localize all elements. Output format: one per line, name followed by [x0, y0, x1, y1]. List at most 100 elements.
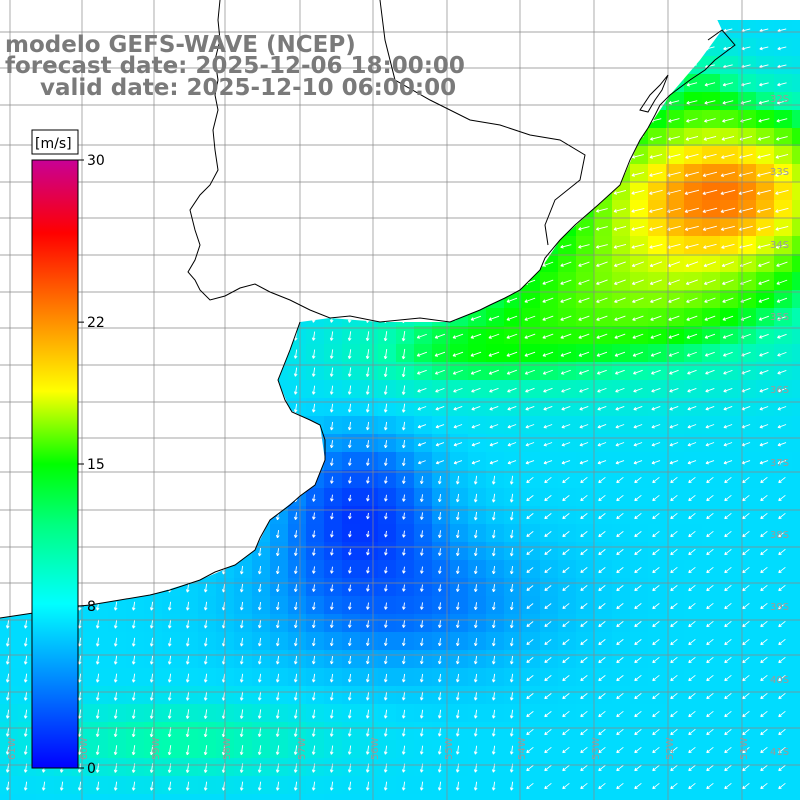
- wind-cell: [288, 704, 307, 723]
- wind-cell: [126, 650, 145, 669]
- wind-arrow: [311, 385, 316, 395]
- wind-arrow: [311, 331, 316, 341]
- wind-arrow: [775, 244, 789, 249]
- wind-arrow: [724, 602, 732, 610]
- wind-cell: [450, 506, 469, 525]
- wind-arrow: [453, 406, 463, 411]
- wind-arrow: [544, 585, 552, 591]
- wind-arrow: [543, 442, 553, 447]
- wind-arrow: [509, 493, 514, 503]
- wind-arrow: [561, 460, 571, 465]
- wind-arrow: [760, 476, 768, 484]
- wind-arrow: [724, 638, 732, 646]
- wind-cell: [792, 290, 800, 309]
- wind-arrow: [434, 351, 446, 357]
- wind-arrow: [580, 728, 588, 736]
- wind-arrow: [455, 530, 460, 539]
- wind-cell: [108, 722, 127, 741]
- wind-arrow: [596, 261, 608, 267]
- wind-cell: [378, 524, 397, 543]
- wind-arrow: [544, 782, 552, 790]
- wind-arrow: [669, 369, 679, 375]
- wind-arrow: [668, 100, 680, 105]
- wind-cell: [342, 434, 361, 453]
- wind-cell: [396, 326, 415, 345]
- wind-arrow: [722, 82, 734, 87]
- wind-cell: [324, 470, 343, 489]
- wind-cell: [468, 776, 487, 795]
- wind-arrow: [758, 333, 769, 339]
- wind-arrow: [383, 331, 388, 342]
- wind-arrow: [347, 745, 352, 755]
- wind-arrow: [578, 369, 589, 375]
- wind-cell: [450, 776, 469, 795]
- wind-arrow: [724, 620, 732, 628]
- wind-cell: [468, 560, 487, 579]
- wind-cell: [450, 650, 469, 669]
- wind-arrow: [509, 637, 514, 647]
- wind-cell: [504, 524, 523, 543]
- wind-cell: [0, 758, 19, 777]
- wind-arrow: [293, 709, 298, 719]
- wind-arrow: [348, 584, 352, 592]
- wind-arrow: [775, 171, 789, 177]
- wind-arrow: [670, 494, 678, 502]
- wind-arrow: [759, 388, 769, 393]
- wind-arrow: [311, 403, 316, 413]
- wind-arrow: [544, 710, 552, 718]
- wind-arrow: [778, 746, 786, 754]
- wind-arrow: [579, 460, 589, 465]
- wind-cell: [0, 722, 19, 741]
- wind-cell: [360, 776, 379, 795]
- wind-arrow: [631, 207, 645, 213]
- wind-arrow: [203, 745, 208, 756]
- wind-cell: [612, 794, 631, 800]
- wind-cell: [342, 542, 361, 561]
- wind-arrow: [131, 691, 136, 701]
- wind-arrow: [185, 601, 190, 611]
- wind-arrow: [329, 440, 334, 449]
- wind-cell: [414, 542, 433, 561]
- wind-arrow: [257, 565, 262, 575]
- wind-arrow: [634, 638, 642, 646]
- wind-cell: [396, 686, 415, 705]
- wind-arrow: [149, 637, 154, 647]
- wind-cell: [504, 740, 523, 759]
- wind-cell: [792, 776, 800, 795]
- wind-arrow: [670, 512, 678, 520]
- wind-arrow: [419, 494, 424, 502]
- wind-arrow: [542, 369, 553, 375]
- wind-cell: [306, 650, 325, 669]
- wind-arrow: [724, 692, 732, 700]
- wind-arrow: [652, 692, 660, 700]
- wind-cell: [792, 182, 800, 201]
- wind-cell: [792, 668, 800, 687]
- wind-arrow: [526, 476, 534, 484]
- wind-arrow: [366, 458, 370, 466]
- wind-arrow: [23, 673, 28, 683]
- wind-arrow: [649, 261, 663, 268]
- wind-cell: [378, 344, 397, 363]
- wind-cell: [414, 488, 433, 507]
- wind-arrow: [544, 567, 552, 574]
- wind-arrow: [777, 370, 787, 375]
- wind-cell: [432, 506, 451, 525]
- wind-cell: [306, 668, 325, 687]
- wind-cell: [306, 326, 325, 345]
- wind-arrow: [757, 153, 771, 159]
- wind-arrow: [562, 657, 570, 664]
- wind-arrow: [723, 388, 733, 393]
- wind-cell: [792, 704, 800, 723]
- wind-arrow: [562, 531, 570, 538]
- wind-arrow: [760, 638, 768, 646]
- wind-arrow: [670, 602, 678, 610]
- wind-cell: [792, 254, 800, 273]
- wind-arrow: [526, 567, 534, 573]
- wind-cell: [360, 506, 379, 525]
- wind-arrow: [616, 621, 624, 628]
- wind-cell: [378, 668, 397, 687]
- lat-label: 40S: [770, 675, 789, 686]
- wind-arrow: [544, 675, 552, 682]
- wind-arrow: [417, 387, 427, 393]
- wind-arrow: [561, 406, 571, 411]
